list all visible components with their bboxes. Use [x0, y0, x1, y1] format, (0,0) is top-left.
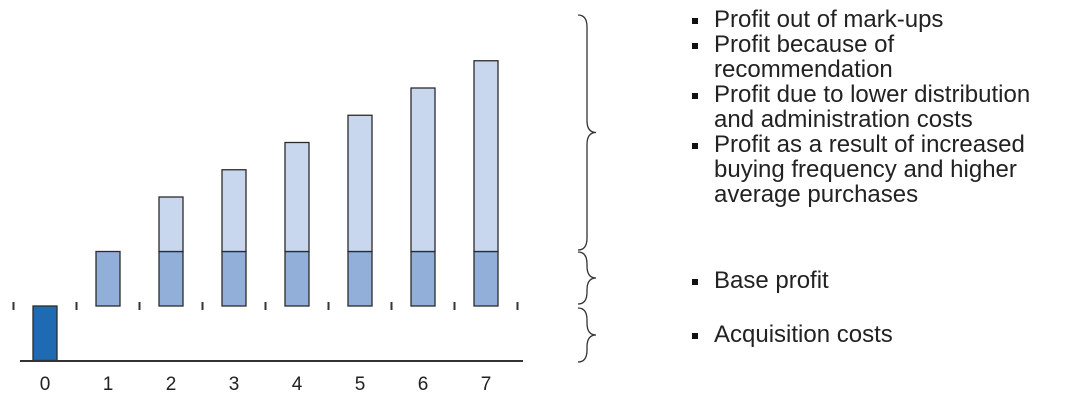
brace-acquisition — [577, 307, 597, 363]
bar-2-series-1 — [158, 250, 184, 307]
axes-layer: 0 1 2 3 4 5 6 7 — [12, 302, 523, 395]
bar-4-series-2 — [284, 141, 310, 253]
brace-additional — [577, 14, 597, 251]
bullet-marker — [692, 18, 698, 24]
bar-4-series-1 — [284, 250, 310, 307]
x-tick-label: 2 — [166, 374, 177, 395]
legend-text-line: and administration costs — [714, 106, 973, 133]
brace-base — [577, 251, 597, 305]
bullet-marker — [692, 93, 698, 99]
bar-2-series-2 — [158, 196, 184, 253]
bar-6-series-1 — [410, 250, 436, 307]
x-tick-label: 4 — [292, 374, 303, 395]
bullet-marker — [692, 43, 698, 49]
bar-3-series-2 — [221, 169, 247, 253]
bars-layer — [32, 60, 499, 362]
bar-3-series-1 — [221, 250, 247, 307]
x-tick-label: 3 — [229, 374, 240, 395]
x-tick-label: 0 — [40, 374, 51, 395]
bar-6-series-2 — [410, 87, 436, 253]
legend-group-acquisition: Acquisition costs — [577, 307, 893, 363]
legend-text-line: Profit as a result of increased — [714, 131, 1025, 158]
x-tick-labels: 0 1 2 3 4 5 6 7 — [40, 374, 492, 395]
bar-7-series-2 — [473, 60, 499, 253]
bullet-marker — [692, 333, 698, 339]
bar-5-series-1 — [347, 250, 373, 307]
legend-text-line: average purchases — [714, 181, 918, 208]
bullet-marker — [692, 279, 698, 285]
bar-7-series-1 — [473, 250, 499, 307]
zero-line-ticks — [12, 302, 519, 310]
bullet-marker — [692, 143, 698, 149]
legend-text-line: Profit out of mark-ups — [714, 6, 943, 33]
x-tick-label: 7 — [481, 374, 492, 395]
legend-text-line: Base profit — [714, 267, 829, 294]
legend-text-line: buying frequency and higher — [714, 156, 1017, 183]
legend-text-line: recommendation — [714, 56, 893, 83]
bar-1-series-1 — [95, 250, 121, 307]
x-tick-label: 6 — [418, 374, 429, 395]
bar-5-series-2 — [347, 114, 373, 253]
x-tick-label: 5 — [355, 374, 366, 395]
bar-0-series-0 — [32, 305, 58, 362]
x-tick-label: 1 — [103, 374, 114, 395]
legend-text-line: Profit due to lower distribution — [714, 81, 1030, 108]
legend-text-line: Profit because of — [714, 31, 894, 58]
legend-text-line: Acquisition costs — [714, 321, 893, 348]
legend-group-base: Base profit — [577, 251, 829, 305]
